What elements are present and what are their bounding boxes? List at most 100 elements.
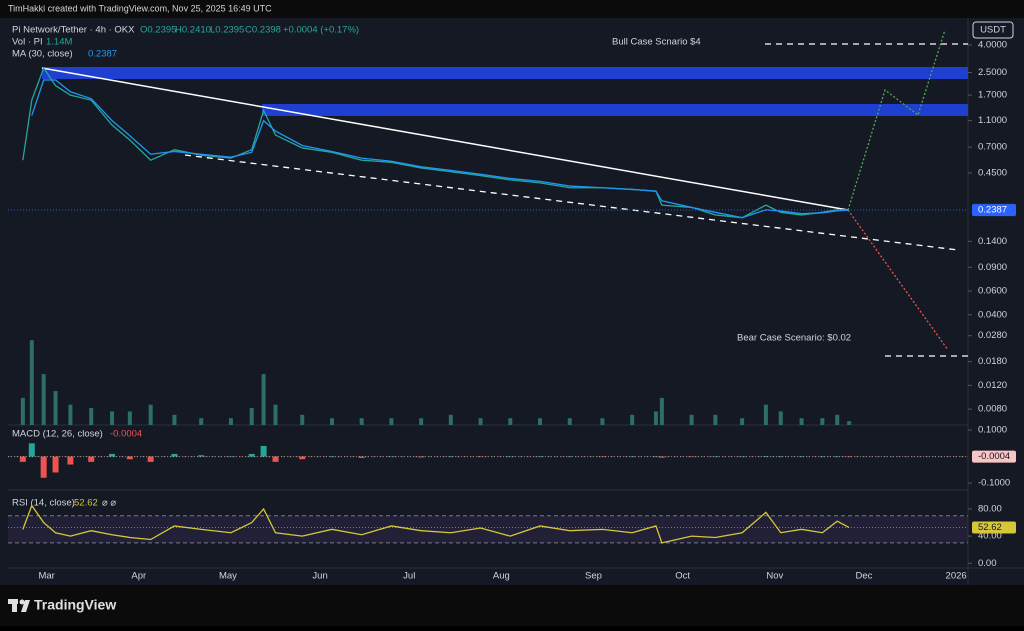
volume-bar [419, 418, 424, 425]
histogram-bar [248, 453, 255, 457]
histogram-bar [358, 456, 365, 458]
volume-bar [567, 418, 572, 425]
price-tag [972, 521, 1016, 534]
volume-bar [600, 418, 605, 425]
volume-bar [478, 418, 483, 425]
histogram-bar [447, 456, 454, 458]
x-tick-label: May [219, 571, 237, 582]
histogram-bar [739, 456, 746, 458]
histogram-bar [819, 456, 826, 458]
volume-bar [799, 418, 804, 425]
x-tick-label: Nov [766, 571, 783, 582]
price-tag-label: 52.62 [978, 522, 1002, 533]
price-tag [972, 204, 1016, 217]
macd-value: -0.0004 [110, 429, 142, 440]
histogram-bar [88, 456, 95, 462]
histogram-bar [299, 456, 306, 460]
x-tick-label: Jul [403, 571, 415, 582]
volume-bar [89, 408, 94, 425]
rsi-legend: RSI (14, close) [12, 498, 75, 509]
volume-bar [300, 414, 305, 425]
volume-bar [249, 408, 254, 425]
volume-legend: Vol · PI [12, 37, 43, 48]
y-tick-label: 1.7000 [978, 90, 1007, 101]
histogram-bar [109, 453, 116, 457]
bear-projection [847, 209, 949, 351]
y-tick-label: 0.0120 [978, 380, 1007, 391]
ohlc: O0.2395 [140, 25, 176, 36]
rsi-extra: ⌀ ⌀ [102, 498, 116, 509]
y-tick-label: 80.00 [978, 504, 1002, 515]
price-tag [972, 450, 1016, 463]
currency[interactable]: USDT [980, 25, 1006, 36]
x-tick-label: Apr [131, 571, 146, 582]
volume-bar [630, 414, 635, 425]
credit: TimHakki created with TradingView.com, N… [8, 3, 272, 13]
x-tick-label: Jun [312, 571, 327, 582]
histogram-bar [658, 456, 665, 458]
annotation: Bull Case Scnario $4 [612, 37, 701, 48]
ma-legend: MA (30, close) [12, 49, 73, 60]
y-tick-label: 2.5000 [978, 67, 1007, 78]
volume-bar [713, 414, 718, 425]
x-tick-label: 2026 [946, 571, 967, 582]
histogram-bar [40, 456, 47, 478]
ohlc: L0.2395 [210, 25, 244, 36]
volume-bar [68, 404, 73, 425]
resistance-zone [262, 104, 968, 116]
series-line [31, 79, 850, 219]
volume-bar [110, 411, 115, 425]
volume-bar [835, 414, 840, 425]
y-tick-label: -0.1000 [978, 478, 1010, 489]
price-tag-label: 0.2387 [978, 205, 1007, 216]
chart-area [0, 18, 1024, 585]
x-tick-label: Dec [856, 571, 873, 582]
y-tick-label: 0.00 [978, 558, 997, 569]
x-tick-label: Aug [493, 571, 510, 582]
x-tick-label: Sep [585, 571, 602, 582]
histogram-bar [171, 453, 178, 457]
histogram-bar [328, 456, 335, 458]
y-tick-label: 0.0180 [978, 356, 1007, 367]
volume-bar [778, 411, 783, 425]
support-line [184, 154, 959, 251]
histogram-bar [477, 456, 484, 458]
volume-bar [53, 391, 58, 425]
volume-bar [359, 418, 364, 425]
volume-value: 1.14M [46, 37, 72, 48]
ohlc: C0.2398 [245, 25, 281, 36]
histogram-bar [52, 456, 59, 473]
histogram-bar [712, 456, 719, 458]
volume-bar [763, 404, 768, 425]
histogram-bar [272, 456, 279, 462]
histogram-bar [798, 456, 805, 458]
volume-bar [228, 418, 233, 425]
volume-bar [29, 340, 34, 425]
histogram-bar [126, 456, 133, 460]
rsi-value: 52.62 [74, 498, 98, 509]
histogram-bar [762, 456, 769, 457]
ma-value: 0.2387 [88, 49, 117, 60]
histogram-bar [537, 456, 544, 458]
histogram-bar [652, 456, 659, 458]
annotation: Bear Case Scenario: $0.02 [737, 333, 851, 344]
brand: TradingView [34, 597, 116, 613]
volume-bar [148, 404, 153, 425]
volume-bar [653, 411, 658, 425]
histogram-bar [507, 456, 514, 458]
currency-button[interactable] [972, 21, 1014, 39]
volume-bar [20, 397, 25, 425]
volume-bar [389, 418, 394, 425]
volume-bar [41, 374, 46, 425]
histogram-bar [67, 456, 74, 465]
histogram-bar [147, 456, 154, 462]
y-tick-label: 0.7000 [978, 142, 1007, 153]
volume-bar [127, 411, 132, 425]
x-tick-label: Oct [675, 571, 690, 582]
logo [8, 599, 30, 612]
y-tick-label: 0.1000 [978, 425, 1007, 436]
histogram-bar [19, 456, 26, 462]
histogram-bar [260, 445, 267, 457]
